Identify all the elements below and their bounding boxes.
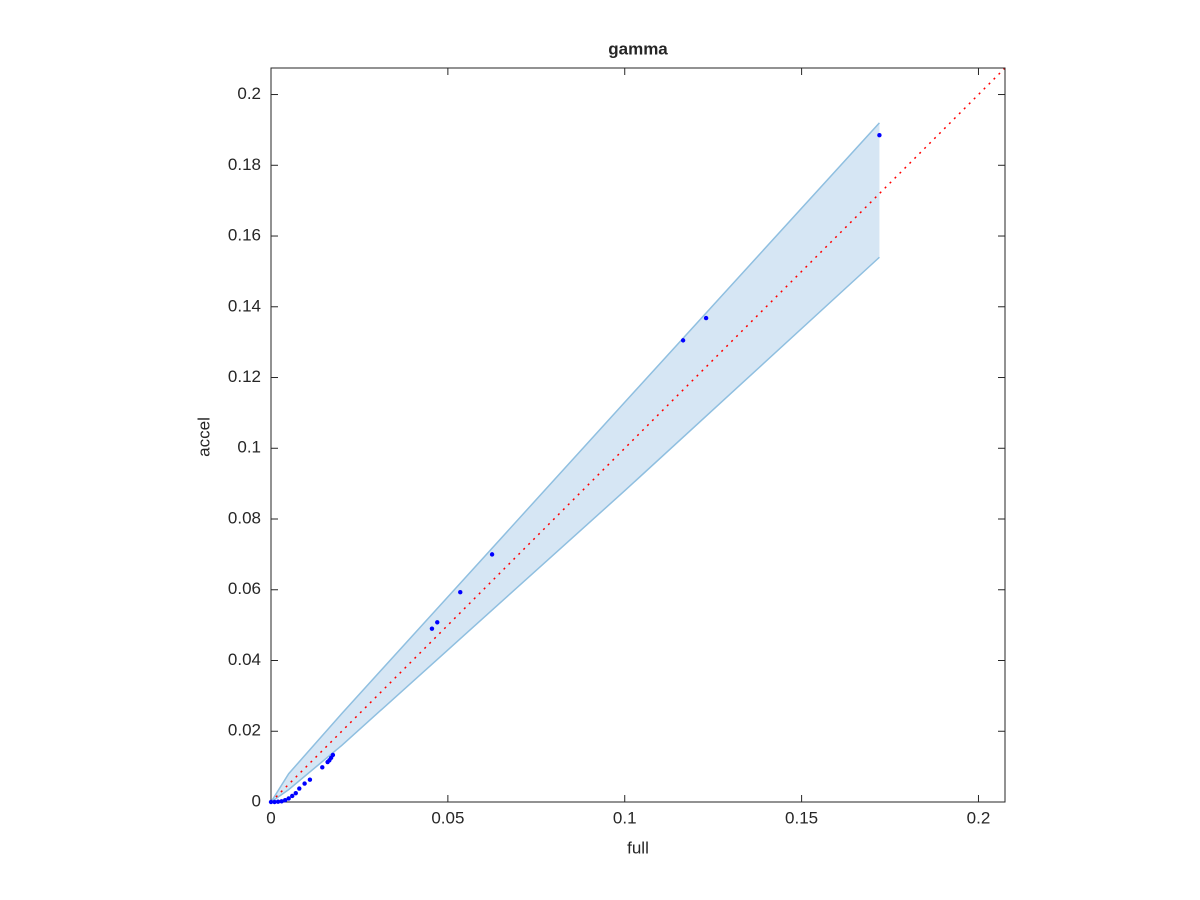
y-tick-label: 0.04 [228,650,261,669]
band-fill [271,122,880,802]
x-tick-label: 0.05 [431,808,464,827]
point [429,626,435,631]
x-tick-label: 0.1 [613,808,637,827]
axes-box [270,67,1006,803]
point [282,798,288,803]
point [272,799,277,805]
x-tick-label: 0 [266,808,275,827]
point [703,315,709,321]
point [325,759,330,765]
y-tick-label: 0.2 [237,84,261,103]
x-tick-label: 0.15 [785,808,818,827]
point [268,799,274,805]
point [307,777,313,782]
y-axis-label: accel [194,417,213,457]
point [877,133,882,138]
point [458,590,463,595]
y-tick-label: 0.1 [237,438,261,457]
reference-line [270,67,1006,803]
y-tick-label: 0.12 [228,367,261,386]
band-lower-edge [270,256,880,803]
point [489,552,495,557]
point [275,799,281,804]
y-tick-label: 0.14 [228,296,261,315]
y-tick-label: 0.02 [228,721,261,740]
y-tick-label: 0 [252,791,261,810]
point [286,796,291,801]
x-tick-label: 0.2 [967,808,991,827]
point [680,338,686,343]
point [290,793,295,799]
y-tick-label: 0.08 [228,508,261,527]
band-upper-edge [270,122,880,803]
point [279,799,284,804]
point [297,786,302,791]
chart-title: gamma [608,39,668,58]
point [302,781,307,786]
x-axis-label: full [627,838,649,857]
point [293,790,298,796]
y-tick-label: 0.16 [228,226,261,245]
y-tick-label: 0.06 [228,579,261,598]
y-tick-label: 0.18 [228,155,261,174]
point [435,620,440,625]
point [320,765,325,770]
